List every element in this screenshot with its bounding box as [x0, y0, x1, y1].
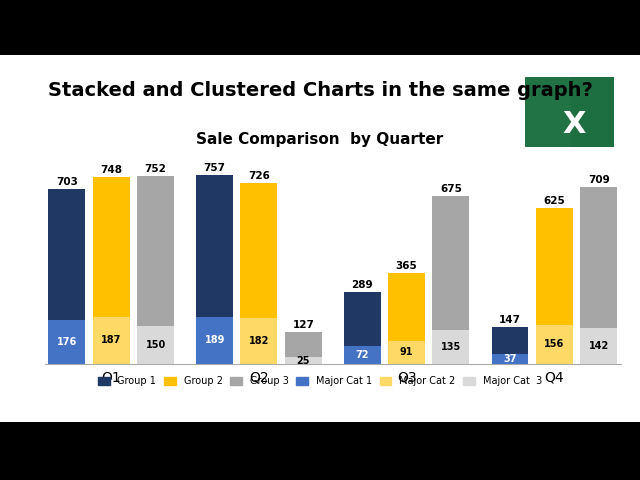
Text: 189: 189: [204, 335, 225, 345]
Text: 135: 135: [441, 342, 461, 352]
Text: 142: 142: [589, 341, 609, 351]
Text: 147: 147: [499, 315, 521, 325]
Text: 752: 752: [145, 164, 166, 174]
Bar: [525, 77, 570, 173]
Text: 703: 703: [56, 177, 78, 187]
Text: 757: 757: [204, 163, 226, 173]
Text: Stacked and Clustered Charts in the same graph?: Stacked and Clustered Charts in the same…: [47, 81, 593, 100]
Bar: [492, 354, 529, 364]
Bar: [580, 187, 617, 328]
Bar: [344, 346, 381, 364]
Bar: [196, 317, 233, 364]
Bar: [285, 358, 322, 364]
Text: Sale Comparison  by Quarter: Sale Comparison by Quarter: [196, 132, 444, 147]
Bar: [433, 195, 469, 330]
Text: 289: 289: [351, 280, 373, 290]
Bar: [241, 318, 277, 364]
Bar: [196, 175, 233, 317]
Text: 726: 726: [248, 171, 270, 181]
Text: 150: 150: [145, 340, 166, 350]
Legend: Group 1, Group 2, Group 3, Major Cat 1, Major Cat 2, Major Cat  3: Group 1, Group 2, Group 3, Major Cat 1, …: [94, 372, 546, 390]
Text: 37: 37: [503, 354, 516, 364]
Text: 156: 156: [544, 339, 564, 349]
Bar: [344, 292, 381, 346]
Bar: [388, 341, 425, 364]
Text: 91: 91: [400, 348, 413, 357]
Bar: [433, 330, 469, 364]
Text: 748: 748: [100, 166, 122, 175]
Bar: [93, 178, 130, 317]
Bar: [536, 208, 573, 325]
Bar: [137, 326, 174, 364]
Text: 72: 72: [356, 350, 369, 360]
Bar: [285, 332, 322, 358]
Bar: [49, 189, 85, 320]
Bar: [241, 183, 277, 318]
Bar: [137, 176, 174, 326]
Text: 187: 187: [101, 336, 122, 346]
Text: 127: 127: [292, 320, 314, 330]
Text: 25: 25: [296, 356, 310, 366]
Text: 176: 176: [57, 337, 77, 347]
Text: 709: 709: [588, 175, 609, 185]
Bar: [492, 327, 529, 354]
Text: 365: 365: [396, 261, 417, 271]
Text: 675: 675: [440, 183, 462, 193]
Text: 182: 182: [249, 336, 269, 346]
Text: 625: 625: [543, 196, 565, 206]
Bar: [93, 317, 130, 364]
Bar: [388, 273, 425, 341]
Bar: [580, 328, 617, 364]
Bar: [49, 320, 85, 364]
Bar: [536, 325, 573, 364]
Text: X: X: [563, 110, 586, 139]
